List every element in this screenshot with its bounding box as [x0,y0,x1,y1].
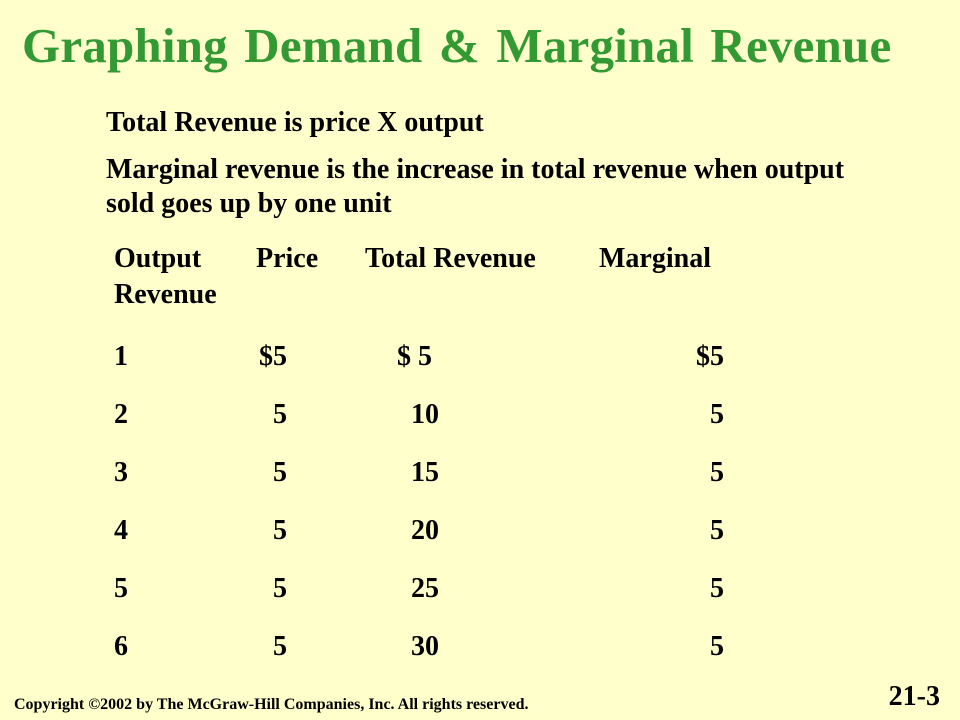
cell-marginal-revenue: 5 [710,399,724,430]
cell-price: 5 [273,631,287,662]
cell-output: 3 [114,457,128,488]
cell-price: $5 [259,341,287,372]
cell-price: 5 [273,573,287,604]
cell-marginal-revenue: 5 [710,515,724,546]
slide-number: 21-3 [888,681,940,712]
cell-marginal-revenue: 5 [710,457,724,488]
cell-price: 5 [273,515,287,546]
cell-output: 1 [114,341,128,372]
header-output: Output [114,243,202,274]
table-row: 2 5 10 5 [114,398,794,432]
cell-output: 4 [114,515,128,546]
table-row: 6 5 30 5 [114,630,794,664]
cell-output: 5 [114,573,128,604]
cell-output: 2 [114,399,128,430]
cell-total-revenue: 10 [397,399,439,430]
cell-marginal-revenue: 5 [710,573,724,604]
cell-price: 5 [273,457,287,488]
header-total-revenue: Total Revenue [365,243,536,274]
slide-title: Graphing Demand & Marginal Revenue [22,18,892,73]
header-revenue: Revenue [114,279,217,310]
cell-total-revenue: 25 [397,573,439,604]
cell-marginal-revenue: 5 [710,631,724,662]
header-price: Price [256,243,319,274]
header-marginal: Marginal [599,243,711,274]
table-row: 1 $5 $ 5 $5 [114,340,794,374]
copyright-notice: Copyright ©2002 by The McGraw-Hill Compa… [14,696,529,713]
table-row: 5 5 25 5 [114,572,794,606]
cell-output: 6 [114,631,128,662]
definition-total-revenue: Total Revenue is price X output [106,107,484,138]
cell-price: 5 [273,399,287,430]
table-row: 3 5 15 5 [114,456,794,490]
cell-total-revenue: 15 [397,457,439,488]
cell-total-revenue: 30 [397,631,439,662]
table-row: 4 5 20 5 [114,514,794,548]
cell-total-revenue: 20 [397,515,439,546]
definition-marginal-revenue: Marginal revenue is the increase in tota… [106,154,845,219]
cell-total-revenue: $ 5 [397,341,432,372]
cell-marginal-revenue: $5 [696,341,724,372]
